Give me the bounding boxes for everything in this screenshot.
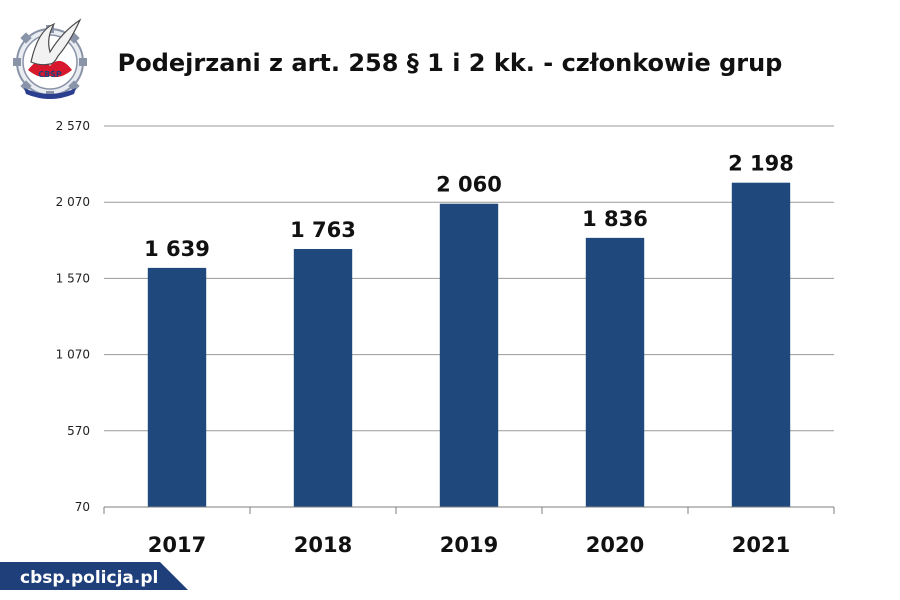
x-tick-label-2019: 2019: [440, 533, 498, 557]
footer-background: [0, 562, 188, 590]
y-tick-label: 2 070: [56, 195, 90, 209]
bar-2021: [731, 182, 791, 507]
logo-text: CBŚP: [38, 68, 62, 79]
footer-site-link[interactable]: cbsp.policja.pl: [20, 568, 158, 588]
y-tick-label: 1 070: [56, 348, 90, 362]
bar-2020: [585, 237, 645, 507]
data-label-2018: 1 763: [290, 218, 356, 242]
y-tick-label: 2 570: [56, 119, 90, 133]
bar-2019: [439, 203, 499, 507]
y-tick-label: 70: [75, 500, 90, 514]
bars: [147, 182, 791, 507]
data-labels: 1 639 1 763 2 060 1 836 2 198: [144, 152, 794, 261]
data-label-2021: 2 198: [728, 152, 794, 176]
x-axis: [103, 506, 835, 514]
bar-2017: [147, 267, 207, 507]
y-axis-ticks: 70 570 1 070 1 570 2 070 2 570: [56, 119, 90, 514]
y-tick-label: 1 570: [56, 271, 90, 285]
x-tick-label-2017: 2017: [148, 533, 206, 557]
data-label-2020: 1 836: [582, 207, 648, 231]
footer-banner[interactable]: cbsp.policja.pl: [0, 562, 188, 590]
x-tick-label-2018: 2018: [294, 533, 352, 557]
bar-2018: [293, 248, 353, 507]
chart-title: Podejrzani z art. 258 § 1 i 2 kk. - czło…: [118, 49, 783, 77]
data-label-2019: 2 060: [436, 173, 502, 197]
x-tick-label-2021: 2021: [732, 533, 790, 557]
x-tick-label-2020: 2020: [586, 533, 644, 557]
x-axis-ticks: 2017 2018 2019 2020 2021: [148, 533, 790, 557]
data-label-2017: 1 639: [144, 237, 210, 261]
police-eagle-emblem-icon: CBŚP: [13, 18, 87, 99]
y-tick-label: 570: [67, 424, 90, 438]
